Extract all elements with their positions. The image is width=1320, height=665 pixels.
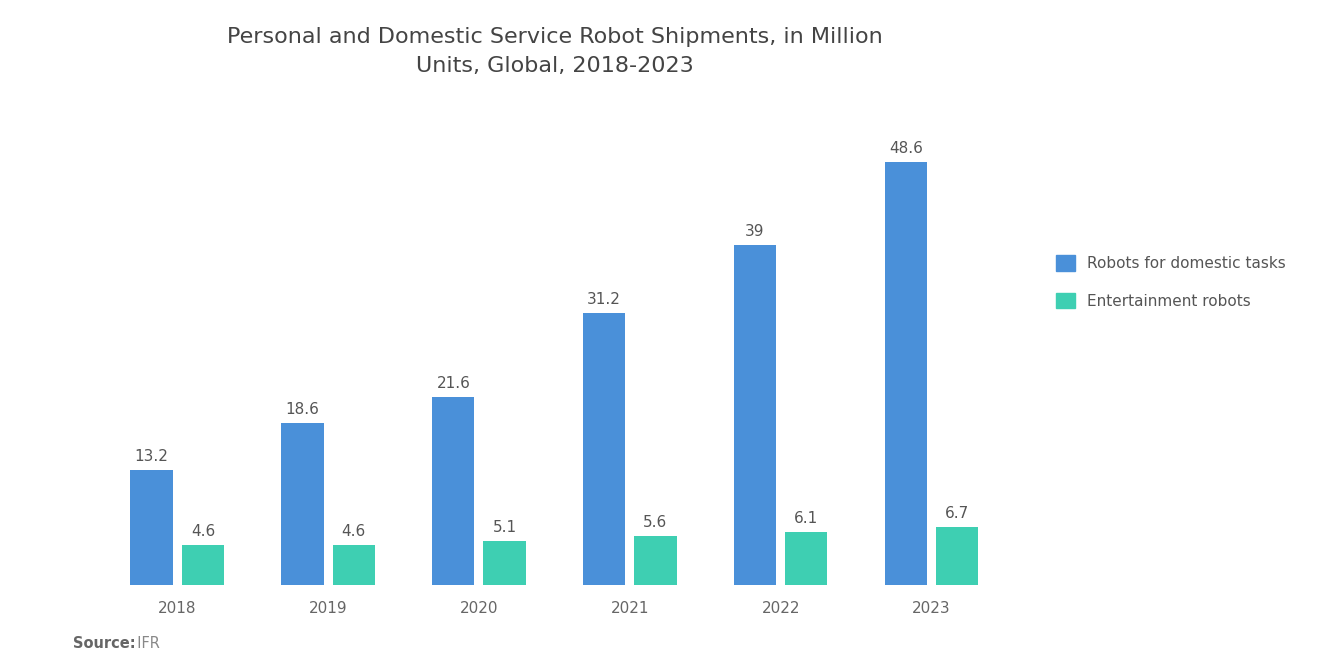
Bar	[734, 245, 776, 585]
Text: 21.6: 21.6	[437, 376, 470, 391]
Text: 6.1: 6.1	[795, 511, 818, 526]
Text: 39: 39	[746, 224, 764, 239]
Text: 18.6: 18.6	[285, 402, 319, 417]
Text: 4.6: 4.6	[191, 524, 215, 539]
Bar	[333, 545, 375, 585]
Text: 4.6: 4.6	[342, 524, 366, 539]
Bar	[432, 397, 474, 585]
Bar	[785, 532, 828, 585]
Text: 5.1: 5.1	[492, 519, 516, 535]
Text: Source:: Source:	[73, 636, 135, 652]
Text: 13.2: 13.2	[135, 449, 169, 464]
Text: IFR: IFR	[128, 636, 160, 652]
Bar	[884, 162, 927, 585]
Bar	[131, 470, 173, 585]
Legend: Robots for domestic tasks, Entertainment robots: Robots for domestic tasks, Entertainment…	[1056, 255, 1286, 309]
Bar	[483, 541, 525, 585]
Text: 6.7: 6.7	[945, 505, 969, 521]
Bar	[583, 313, 626, 585]
Text: Personal and Domestic Service Robot Shipments, in Million
Units, Global, 2018-20: Personal and Domestic Service Robot Ship…	[227, 27, 882, 76]
Text: 31.2: 31.2	[587, 292, 622, 307]
Text: 48.6: 48.6	[888, 140, 923, 156]
Text: 5.6: 5.6	[643, 515, 668, 530]
Bar	[281, 423, 323, 585]
Bar	[182, 545, 224, 585]
Bar	[635, 537, 677, 585]
Bar	[936, 527, 978, 585]
